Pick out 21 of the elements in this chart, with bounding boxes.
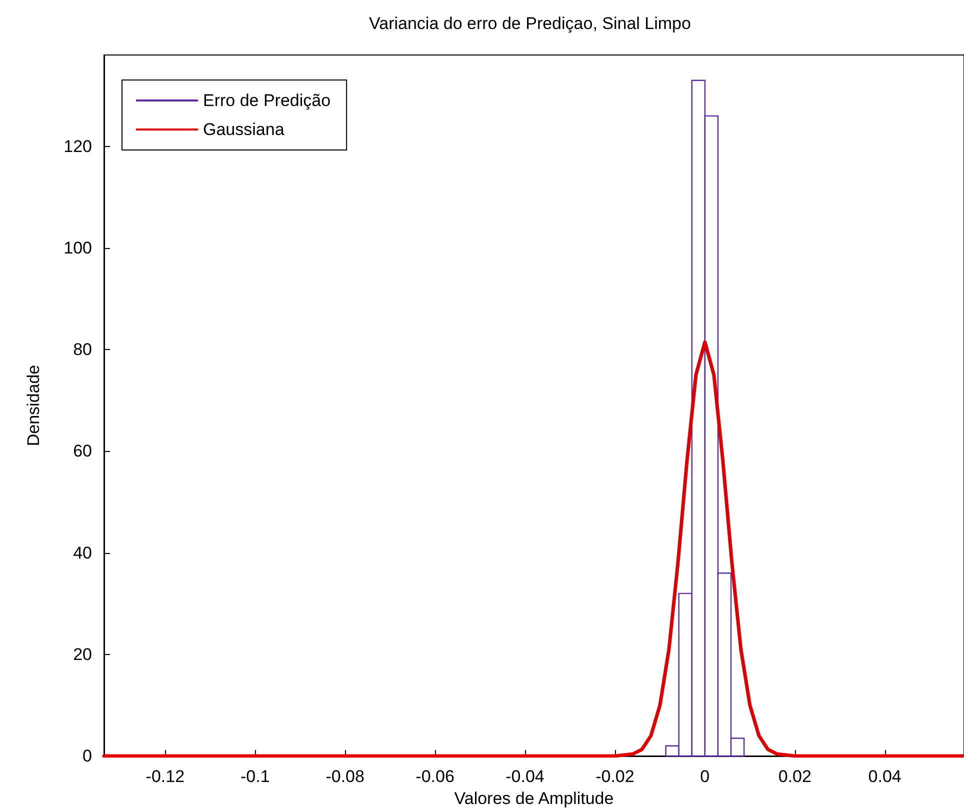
x-tick-label: -0.04	[506, 767, 544, 786]
legend-label: Erro de Predição	[203, 91, 331, 110]
y-tick-label: 100	[64, 238, 92, 258]
x-tick-label: -0.1	[240, 767, 270, 786]
x-tick-label: 0	[700, 767, 710, 786]
y-tick-label: 20	[73, 644, 92, 664]
y-tick-label: 60	[73, 442, 92, 461]
x-tick-label: -0.12	[146, 767, 185, 786]
x-tick-label: -0.02	[596, 767, 634, 786]
x-tick-label: -0.08	[326, 767, 364, 786]
y-axis-title: Densidade	[24, 364, 43, 446]
x-tick-label: -0.06	[416, 767, 454, 786]
x-axis-title: Valores de Amplitude	[454, 789, 614, 808]
chart-title: Variancia do erro de Prediçao, Sinal Limpo	[369, 14, 691, 33]
x-tick-label: 0.02	[778, 767, 812, 786]
y-tick-label: 80	[73, 340, 92, 360]
x-tick-label: 0.04	[868, 767, 902, 786]
legend-label: Gaussiana	[203, 120, 285, 139]
y-tick-label: 40	[73, 543, 92, 562]
y-tick-label: 120	[64, 136, 92, 156]
y-tick-label: 0	[82, 746, 92, 766]
